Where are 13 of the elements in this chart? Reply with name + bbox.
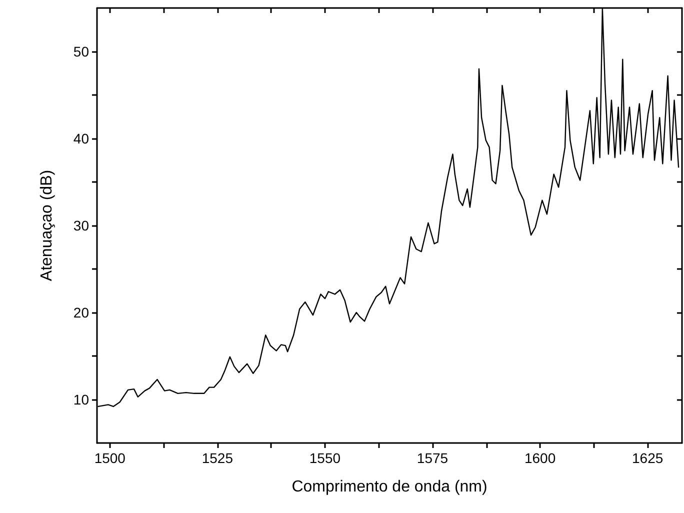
- y-tick-label: 10: [73, 392, 90, 408]
- y-axis-title: Atenuaçao (dB): [38, 170, 56, 282]
- y-tick-label: 30: [73, 218, 90, 234]
- y-tick-label: 20: [73, 304, 90, 320]
- x-tick-label: 1500: [94, 450, 126, 466]
- x-tick-label: 1525: [202, 450, 234, 466]
- x-tick-label: 1625: [632, 450, 664, 466]
- x-tick-label: 1600: [524, 450, 556, 466]
- x-tick-label: 1575: [416, 450, 448, 466]
- y-tick-label: 50: [73, 44, 90, 60]
- x-axis-title: Comprimento de onda (nm): [292, 478, 488, 496]
- y-tick-label: 40: [73, 130, 90, 146]
- x-tick-label: 1550: [309, 450, 341, 466]
